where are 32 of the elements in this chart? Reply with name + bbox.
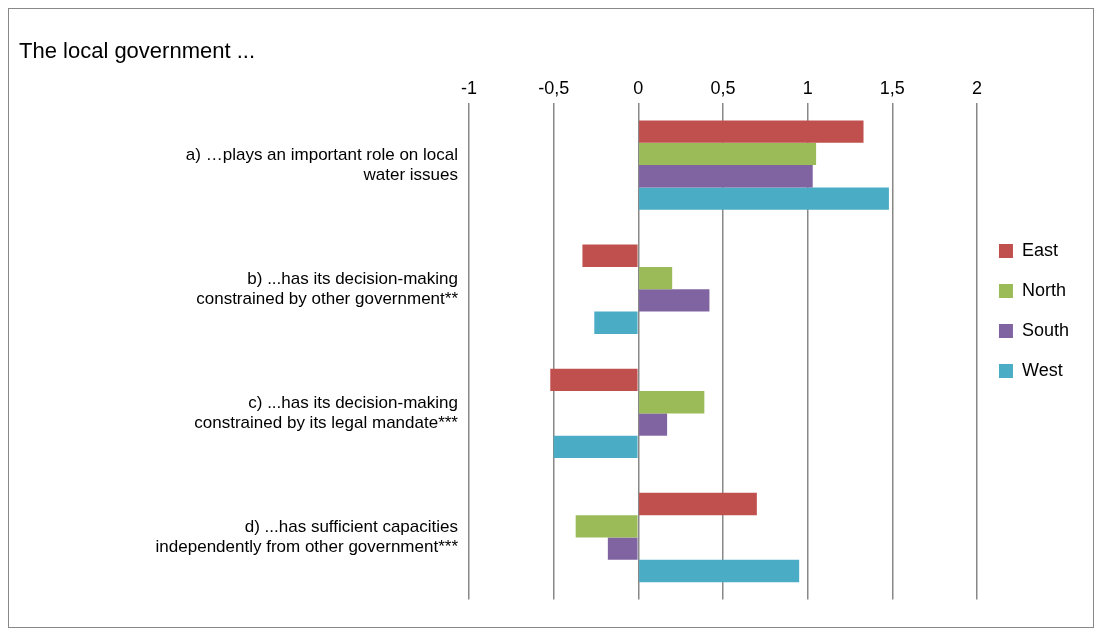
bar (639, 492, 757, 516)
bar (639, 559, 800, 583)
y-tick-label: c) ...has its decision-making constrained by its legal mandate*** (194, 392, 459, 433)
bar (639, 120, 864, 143)
y-tick-label: a) …plays an important role on local water issues (185, 144, 458, 184)
legend-label: West (1021, 359, 1063, 380)
bar (553, 435, 638, 459)
bar (607, 537, 638, 560)
bar (639, 142, 817, 166)
bar (582, 244, 638, 267)
x-tick-label: -1 (460, 78, 478, 99)
legend-label: East (1021, 239, 1058, 260)
bar (639, 391, 705, 414)
x-tick-label: 1,5 (879, 78, 905, 99)
bar (639, 187, 889, 210)
bar (639, 266, 673, 290)
y-tick-label: d) ...has sufficient capacities independently from other government*** (155, 517, 459, 557)
legend-label: North (1021, 279, 1066, 300)
legend-label: South (1021, 319, 1070, 340)
x-tick-label: 0 (633, 78, 644, 99)
text: The local government ... (19, 38, 256, 64)
x-tick-label: 0,5 (710, 78, 736, 99)
y-tick-label: b) ...has its decision-making constrained by other government** (196, 268, 459, 309)
bar (639, 165, 813, 188)
bar (550, 368, 638, 392)
bar (639, 413, 668, 436)
bar (575, 515, 638, 538)
x-tick-label: 1 (802, 78, 813, 99)
x-tick-label: 2 (971, 78, 982, 99)
x-tick-label: -0,5 (538, 78, 570, 99)
bar (594, 311, 638, 334)
bar (639, 289, 710, 312)
